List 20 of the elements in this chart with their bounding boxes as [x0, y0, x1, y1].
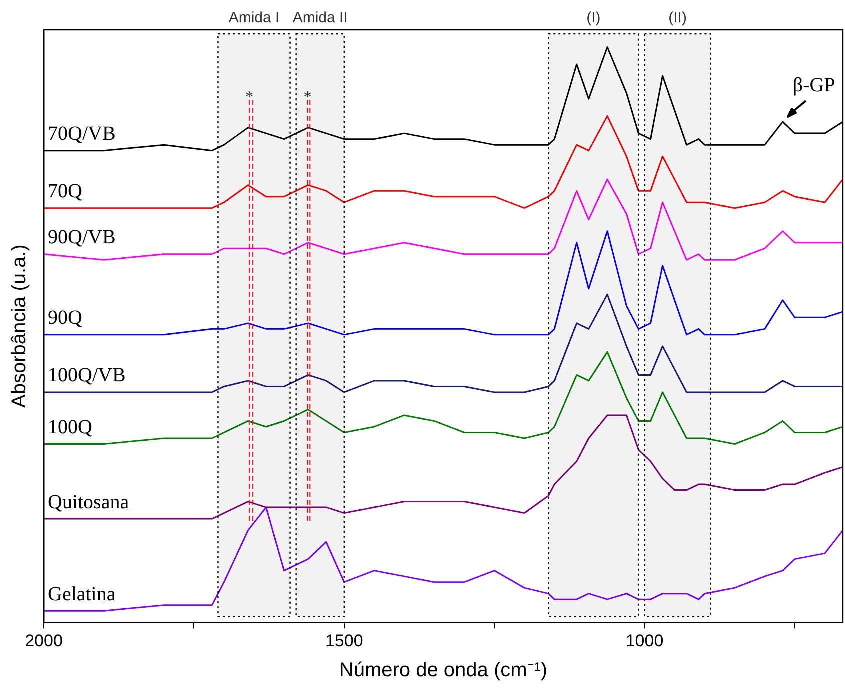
series-label: 100Q	[48, 416, 93, 438]
ref-line-label: *	[304, 89, 312, 106]
series-label: 70Q/VB	[48, 123, 116, 146]
series-label: 70Q	[48, 180, 83, 203]
series-label: Gelatina	[48, 583, 116, 606]
y-axis-title: Absorbância (u.a.)	[8, 244, 31, 408]
band-label: Amida I	[228, 10, 280, 27]
x-axis-title: Número de onda (cm⁻¹)	[339, 660, 548, 682]
ref-line-label: *	[245, 89, 254, 106]
series-label: 90Q/VB	[48, 226, 116, 249]
x-tick-label: 2000	[25, 631, 63, 650]
series-label: Quitosana	[48, 491, 130, 514]
series-label: 100Q/VB	[48, 364, 126, 387]
series-label: 90Q	[48, 307, 83, 330]
x-tick-label: 1500	[325, 631, 364, 650]
x-tick-label: 1000	[626, 631, 664, 650]
band-label: Amida II	[292, 10, 348, 27]
band-label: (II)	[668, 10, 687, 27]
annotation: β-GP	[792, 74, 836, 96]
band-label: (I)	[586, 10, 601, 27]
